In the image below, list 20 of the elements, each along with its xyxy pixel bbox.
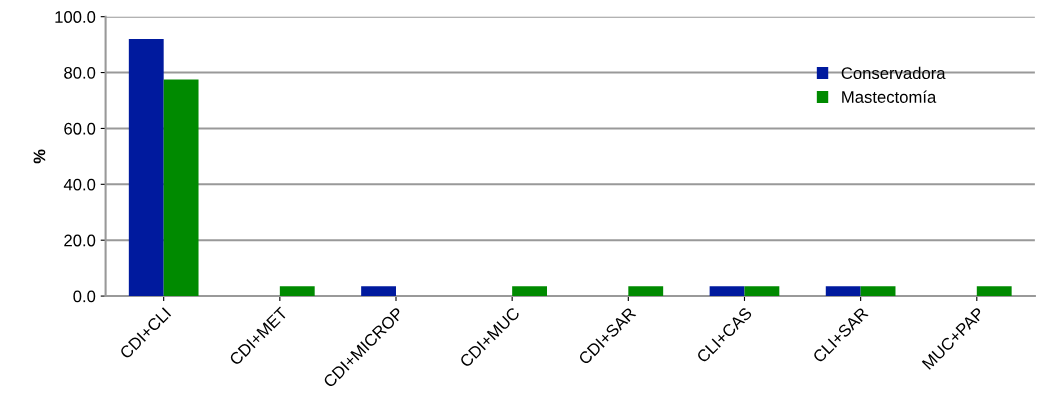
y-tick-label: 0.0 xyxy=(73,290,96,303)
y-axis-title: % xyxy=(33,149,46,164)
legend-label: Mastectomía xyxy=(842,90,937,103)
y-tick-label: 80.0 xyxy=(64,66,96,79)
bar xyxy=(744,286,780,297)
y-tick-label: 20.0 xyxy=(64,234,96,247)
legend-label: Conservadora xyxy=(841,66,946,80)
bar xyxy=(976,286,1012,297)
bar xyxy=(279,286,315,297)
bar xyxy=(163,79,199,297)
bar xyxy=(361,286,396,297)
bar xyxy=(628,286,664,297)
y-tick-label: 40.0 xyxy=(63,178,96,191)
bar xyxy=(128,39,164,297)
y-tick-label: 60.0 xyxy=(64,122,96,135)
bar xyxy=(860,286,896,297)
bar xyxy=(709,286,745,297)
bar xyxy=(825,286,861,297)
bar xyxy=(512,286,548,297)
y-tick-label: 100.0 xyxy=(55,11,96,23)
